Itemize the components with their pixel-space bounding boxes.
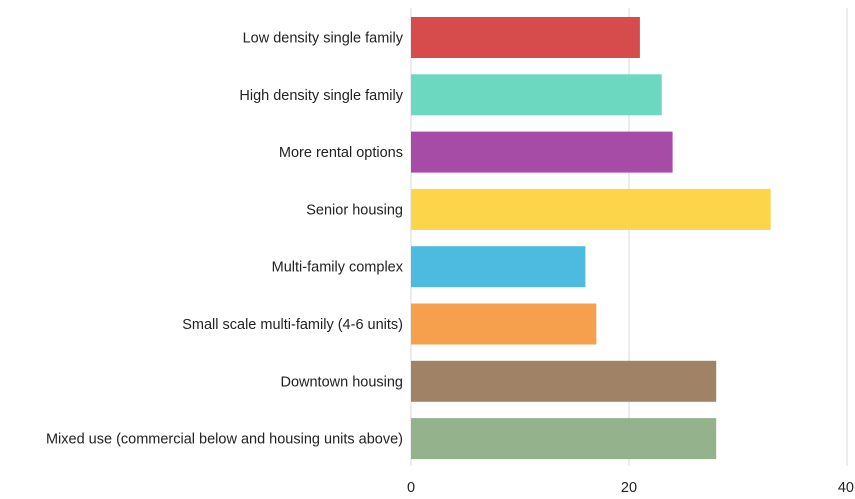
category-label-1: Low density single family (243, 31, 404, 47)
category-label-7: Downtown housing (280, 374, 403, 390)
bar-2 (411, 74, 662, 116)
bar-1 (411, 17, 640, 58)
bar-4 (411, 188, 771, 230)
bar-7 (411, 360, 717, 402)
category-label-8: Mixed use (commercial below and housing … (46, 432, 403, 448)
bar-3 (411, 131, 673, 173)
bar-5 (411, 246, 586, 288)
bar-8 (411, 418, 717, 460)
category-label-6: Small scale multi-family (4-6 units) (182, 317, 403, 333)
x-tick-label-20: 20 (621, 480, 637, 496)
bar-6 (411, 303, 597, 345)
category-label-4: Senior housing (306, 202, 403, 218)
x-tick-label-0: 0 (407, 480, 415, 496)
bars (411, 17, 771, 460)
x-tick-label-40: 40 (838, 480, 854, 496)
category-label-3: More rental options (279, 145, 403, 161)
category-labels: Low density single family High density si… (46, 31, 404, 448)
category-label-2: High density single family (239, 88, 403, 104)
category-label-5: Multi-family complex (272, 260, 404, 276)
x-axis-ticks: 0 20 40 (407, 480, 854, 496)
